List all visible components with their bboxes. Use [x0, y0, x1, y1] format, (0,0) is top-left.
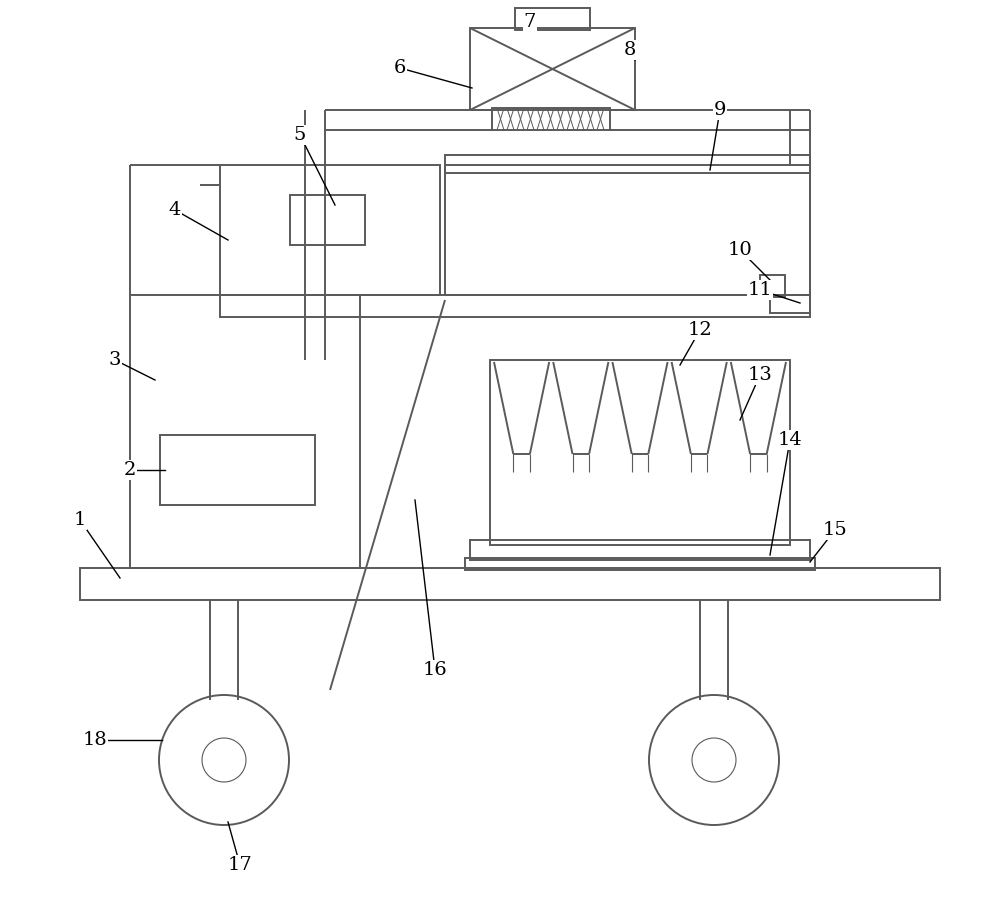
Text: 1: 1 — [74, 511, 86, 529]
Text: 17: 17 — [228, 856, 252, 874]
Text: 11: 11 — [748, 281, 772, 299]
Text: 6: 6 — [394, 59, 406, 77]
Bar — [445, 165, 810, 295]
Bar — [470, 540, 810, 560]
Bar — [490, 360, 790, 545]
Text: 9: 9 — [714, 101, 726, 119]
Bar — [445, 155, 810, 173]
Bar — [220, 165, 440, 295]
Text: 16: 16 — [423, 661, 447, 679]
Text: 10: 10 — [728, 241, 752, 259]
Bar — [290, 195, 365, 245]
Bar — [80, 568, 940, 600]
Text: 7: 7 — [524, 13, 536, 31]
Text: 4: 4 — [169, 201, 181, 219]
Bar — [515, 8, 590, 30]
Text: 2: 2 — [124, 461, 136, 479]
Bar — [220, 295, 810, 317]
Text: 15: 15 — [823, 521, 847, 539]
Text: 3: 3 — [109, 351, 121, 369]
Text: 5: 5 — [294, 126, 306, 144]
Bar — [492, 108, 610, 130]
Bar — [470, 28, 635, 110]
Text: 12: 12 — [688, 321, 712, 339]
Text: 8: 8 — [624, 41, 636, 59]
Bar — [130, 295, 360, 568]
Circle shape — [159, 695, 289, 825]
Circle shape — [202, 738, 246, 782]
Text: 14: 14 — [778, 431, 802, 449]
Circle shape — [649, 695, 779, 825]
Bar — [760, 275, 785, 297]
Bar — [770, 295, 810, 313]
Text: 18: 18 — [83, 731, 107, 749]
Bar — [465, 558, 815, 570]
Bar — [160, 435, 315, 505]
Text: 13: 13 — [748, 366, 772, 384]
Circle shape — [692, 738, 736, 782]
